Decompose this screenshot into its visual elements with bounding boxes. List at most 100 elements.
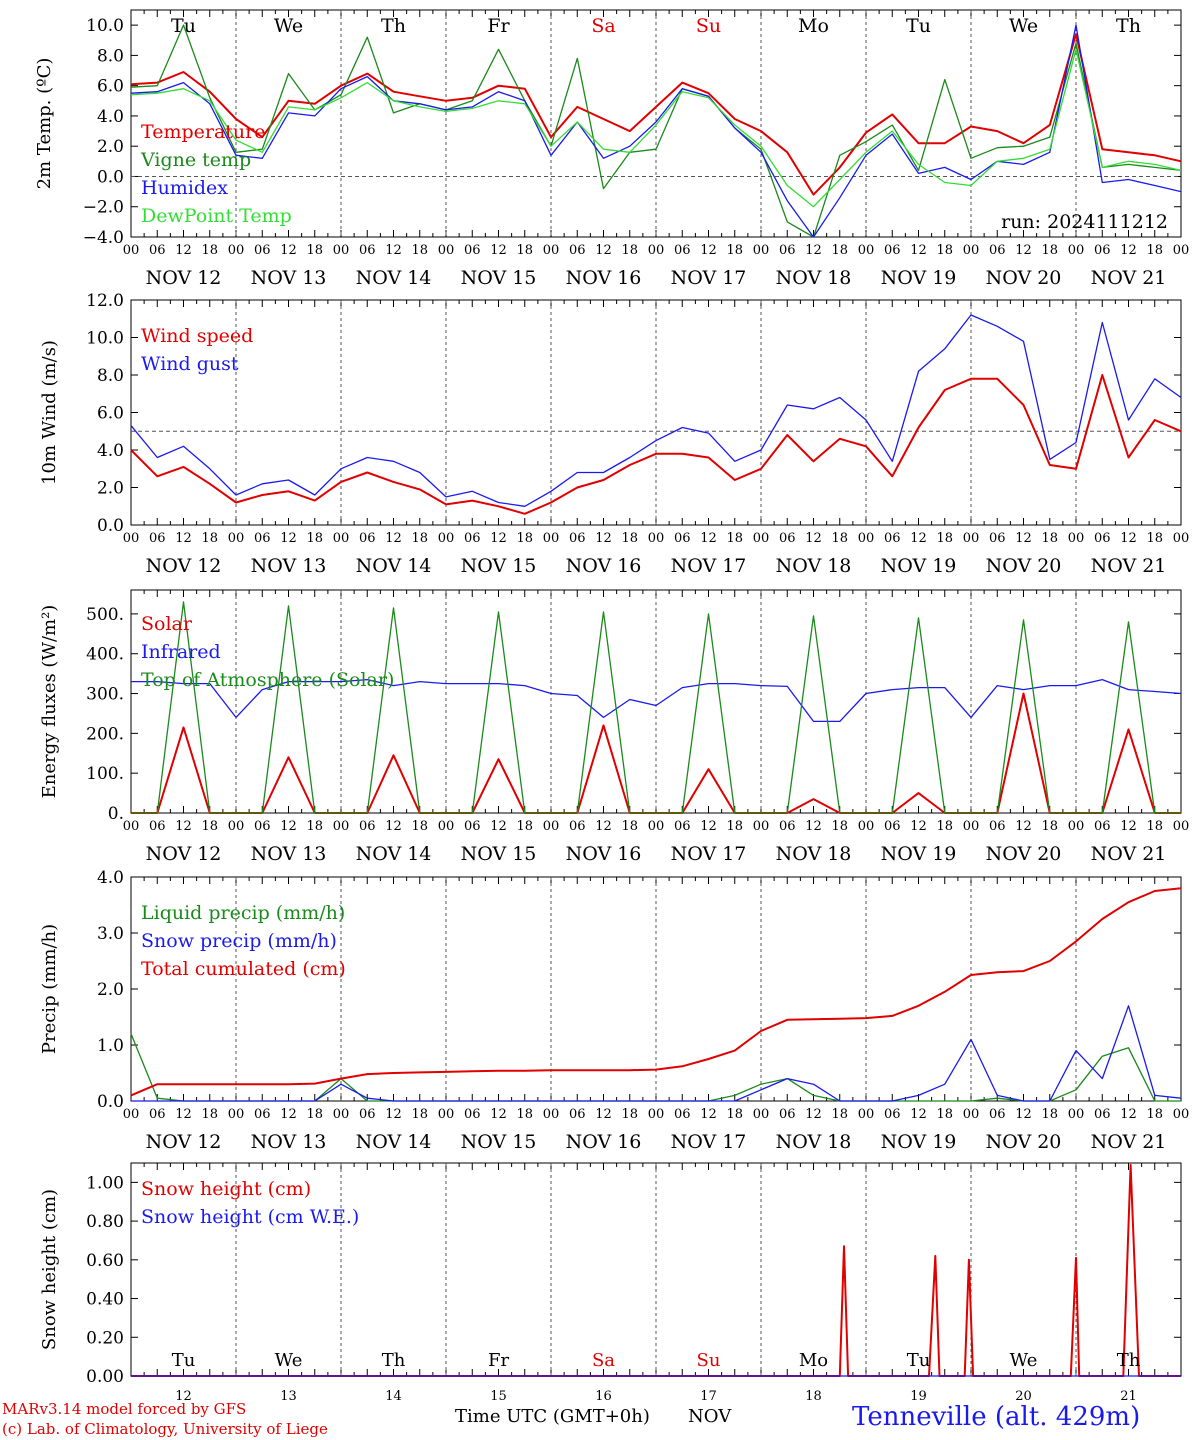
hour-label: 12 — [595, 819, 612, 834]
hour-label: 12 — [910, 243, 927, 258]
hour-label: 00 — [333, 1107, 350, 1122]
hour-label: 00 — [1173, 243, 1190, 258]
hour-label: 06 — [674, 819, 691, 834]
date-label: NOV 21 — [1091, 267, 1167, 289]
hour-label: 00 — [963, 1107, 980, 1122]
date-label: NOV 21 — [1091, 843, 1167, 865]
date-label: NOV 21 — [1091, 1131, 1167, 1153]
hour-label: 18 — [1041, 531, 1058, 546]
y-tick-label: 0.20 — [86, 1328, 124, 1348]
hour-label: 12 — [385, 531, 402, 546]
hour-label: 06 — [149, 243, 166, 258]
day-name-bottom: Fr — [488, 1350, 509, 1371]
y-tick-label: 0. — [108, 804, 124, 824]
hour-label: 06 — [359, 531, 376, 546]
hour-label: 06 — [359, 819, 376, 834]
hour-label: 06 — [884, 1107, 901, 1122]
date-label: NOV 19 — [881, 555, 957, 577]
date-label: NOV 20 — [986, 843, 1062, 865]
hour-label: 06 — [779, 819, 796, 834]
hour-label: 12 — [1120, 531, 1137, 546]
hour-label: 00 — [543, 531, 560, 546]
y-tick-label: 0.0 — [97, 1092, 124, 1112]
day-name-bottom: We — [1010, 1350, 1038, 1371]
hour-label: 18 — [306, 819, 323, 834]
y-tick-label: 8.0 — [97, 366, 124, 386]
hour-label: 06 — [254, 1107, 271, 1122]
hour-label: 06 — [569, 243, 586, 258]
day-name-bottom: Su — [697, 1350, 721, 1371]
legend-entry: Infrared — [141, 641, 221, 663]
date-label: NOV 15 — [461, 1131, 537, 1153]
date-label: NOV 17 — [671, 267, 747, 289]
date-label: NOV 16 — [566, 1131, 642, 1153]
hour-label: 12 — [175, 243, 192, 258]
hour-label: 06 — [149, 531, 166, 546]
hour-label: 06 — [359, 243, 376, 258]
hour-label: 00 — [228, 243, 245, 258]
day-name: Fr — [487, 15, 510, 37]
hour-label: 18 — [411, 531, 428, 546]
day-number: 15 — [490, 1389, 507, 1404]
day-name: Sa — [591, 15, 615, 37]
hour-label: 18 — [621, 819, 638, 834]
day-name: Th — [381, 15, 406, 37]
y-axis-label: Precip (mm/h) — [39, 924, 60, 1054]
hour-label: 06 — [149, 1107, 166, 1122]
legend-entry: Top of Atmosphere (Solar) — [141, 669, 394, 691]
date-label: NOV 14 — [356, 1131, 432, 1153]
hour-label: 18 — [621, 1107, 638, 1122]
day-name: We — [274, 15, 303, 37]
series-line-2 — [131, 678, 1182, 723]
model-credit: MARv3.14 model forced by GFS — [2, 1400, 247, 1418]
day-name: Tu — [171, 15, 196, 37]
date-label: NOV 16 — [566, 843, 642, 865]
hour-label: 12 — [910, 1107, 927, 1122]
hour-label: 00 — [438, 243, 455, 258]
hour-label: 12 — [700, 243, 717, 258]
hour-label: 18 — [411, 819, 428, 834]
hour-label: 00 — [1068, 819, 1085, 834]
day-name: We — [1009, 15, 1038, 37]
date-label: NOV 20 — [986, 267, 1062, 289]
hour-label: 18 — [201, 531, 218, 546]
y-tick-label: 6.0 — [97, 77, 124, 97]
date-label: NOV 17 — [671, 843, 747, 865]
y-tick-label: 12.0 — [86, 291, 124, 311]
hour-label: 18 — [516, 531, 533, 546]
hour-label: 18 — [936, 531, 953, 546]
hour-label: 12 — [280, 243, 297, 258]
hour-label: 12 — [700, 1107, 717, 1122]
hour-label: 12 — [280, 1107, 297, 1122]
day-name: Mo — [798, 15, 829, 37]
date-label: NOV 14 — [356, 555, 432, 577]
hour-label: 00 — [858, 531, 875, 546]
hour-label: 00 — [753, 1107, 770, 1122]
hour-label: 12 — [490, 819, 507, 834]
hour-label: 06 — [254, 243, 271, 258]
hour-label: 06 — [884, 819, 901, 834]
hour-label: 00 — [438, 531, 455, 546]
hour-label: 18 — [831, 243, 848, 258]
hour-label: 12 — [595, 531, 612, 546]
legend-entry: Snow height (cm W.E.) — [141, 1206, 359, 1228]
hour-label: 12 — [910, 819, 927, 834]
y-tick-label: 0.0 — [97, 167, 124, 187]
hour-label: 12 — [910, 531, 927, 546]
hour-label: 18 — [411, 243, 428, 258]
legend-entry: Solar — [141, 613, 193, 635]
hour-label: 00 — [1068, 1107, 1085, 1122]
hour-label: 12 — [700, 531, 717, 546]
hour-label: 06 — [1094, 243, 1111, 258]
hour-label: 00 — [1173, 819, 1190, 834]
hour-label: 06 — [779, 531, 796, 546]
hour-label: 18 — [726, 1107, 743, 1122]
hour-label: 06 — [989, 243, 1006, 258]
hour-label: 18 — [411, 1107, 428, 1122]
hour-label: 06 — [359, 1107, 376, 1122]
hour-label: 06 — [569, 531, 586, 546]
y-tick-label: 2.0 — [97, 479, 124, 499]
hour-label: 06 — [674, 243, 691, 258]
hour-label: 06 — [464, 1107, 481, 1122]
y-tick-label: 6.0 — [97, 404, 124, 424]
